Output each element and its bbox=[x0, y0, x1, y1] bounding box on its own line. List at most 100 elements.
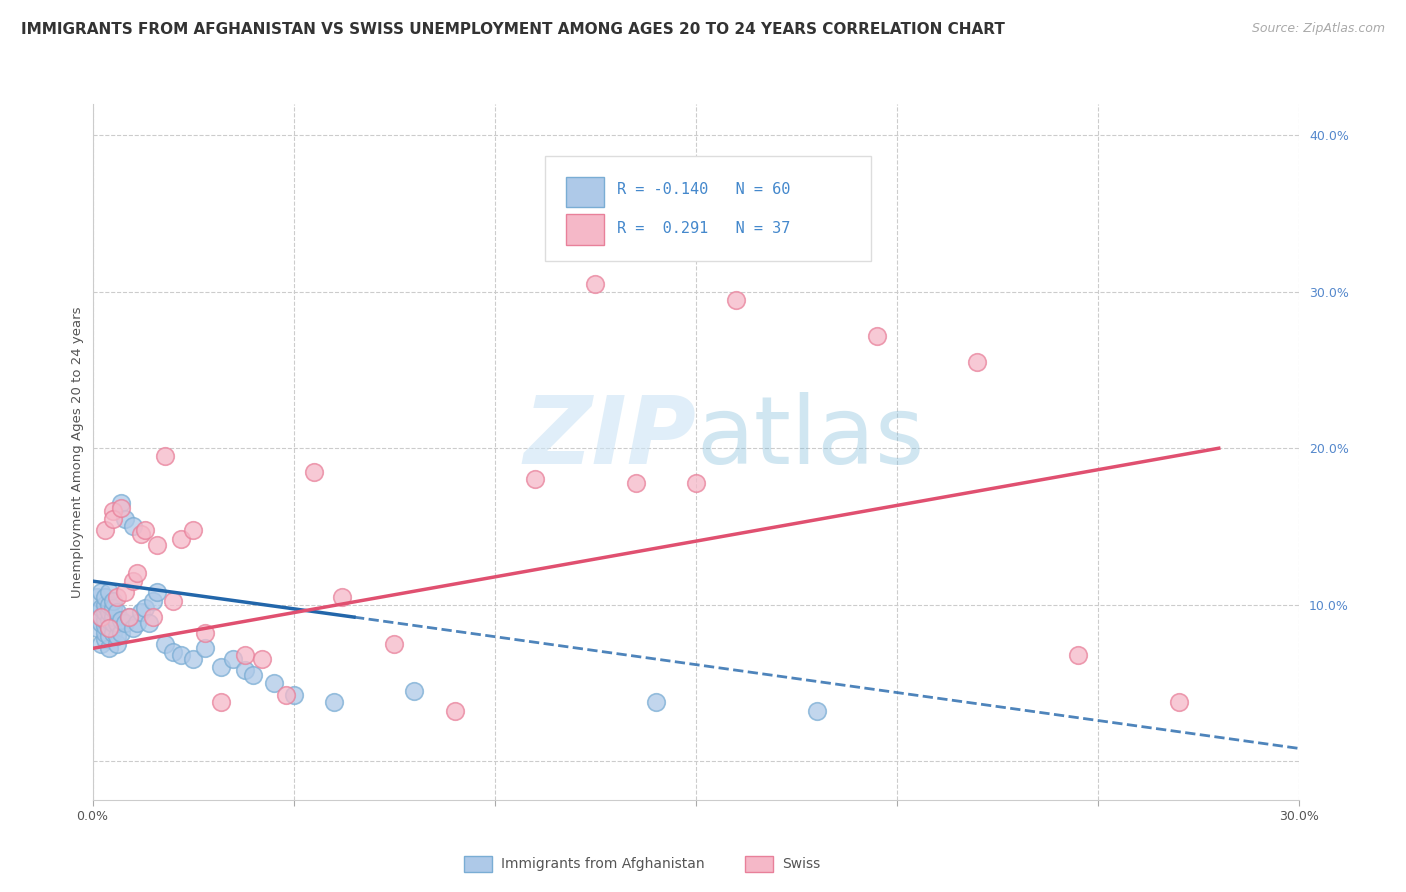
Point bbox=[134, 523, 156, 537]
Point bbox=[302, 465, 325, 479]
Point bbox=[806, 704, 828, 718]
Point bbox=[624, 475, 647, 490]
Text: Immigrants from Afghanistan: Immigrants from Afghanistan bbox=[501, 857, 704, 871]
Point bbox=[966, 355, 988, 369]
Point bbox=[170, 648, 193, 662]
FancyBboxPatch shape bbox=[546, 156, 870, 260]
Point bbox=[121, 519, 143, 533]
Point bbox=[153, 449, 176, 463]
Point bbox=[129, 606, 152, 620]
Point bbox=[101, 610, 124, 624]
Point bbox=[86, 621, 108, 635]
Point bbox=[118, 610, 141, 624]
Point bbox=[110, 500, 132, 515]
Point bbox=[583, 277, 606, 291]
Point bbox=[93, 625, 115, 640]
Point bbox=[118, 610, 141, 624]
Point bbox=[274, 688, 297, 702]
Point bbox=[101, 600, 124, 615]
Point bbox=[142, 610, 165, 624]
Point bbox=[114, 511, 136, 525]
Point bbox=[93, 590, 115, 604]
Point bbox=[194, 641, 217, 656]
Point bbox=[97, 641, 120, 656]
Point bbox=[97, 621, 120, 635]
Point bbox=[93, 598, 115, 612]
Point bbox=[134, 600, 156, 615]
Point bbox=[162, 644, 184, 658]
Point bbox=[105, 629, 128, 643]
Point bbox=[97, 613, 120, 627]
Text: atlas: atlas bbox=[696, 392, 924, 484]
Point bbox=[404, 683, 426, 698]
Text: IMMIGRANTS FROM AFGHANISTAN VS SWISS UNEMPLOYMENT AMONG AGES 20 TO 24 YEARS CORR: IMMIGRANTS FROM AFGHANISTAN VS SWISS UNE… bbox=[21, 22, 1005, 37]
Point bbox=[93, 619, 115, 633]
Point bbox=[125, 566, 148, 581]
Point bbox=[110, 496, 132, 510]
Point bbox=[121, 574, 143, 589]
Point bbox=[110, 625, 132, 640]
Point bbox=[105, 590, 128, 604]
Point bbox=[644, 694, 666, 708]
Point bbox=[146, 585, 169, 599]
Point bbox=[242, 668, 264, 682]
Point bbox=[114, 585, 136, 599]
Point bbox=[93, 632, 115, 646]
Point bbox=[322, 694, 344, 708]
Point bbox=[125, 616, 148, 631]
Point bbox=[181, 523, 204, 537]
Point bbox=[90, 637, 112, 651]
Point bbox=[90, 600, 112, 615]
Point bbox=[181, 652, 204, 666]
Text: Source: ZipAtlas.com: Source: ZipAtlas.com bbox=[1251, 22, 1385, 36]
Point bbox=[283, 688, 305, 702]
Text: Swiss: Swiss bbox=[782, 857, 820, 871]
Point bbox=[209, 694, 232, 708]
Point bbox=[97, 629, 120, 643]
Point bbox=[93, 606, 115, 620]
Point bbox=[101, 511, 124, 525]
Point bbox=[382, 637, 405, 651]
Point bbox=[250, 652, 273, 666]
Point bbox=[101, 594, 124, 608]
Point bbox=[1167, 694, 1189, 708]
Point bbox=[86, 590, 108, 604]
Point bbox=[1067, 648, 1090, 662]
Point bbox=[142, 594, 165, 608]
Point bbox=[105, 637, 128, 651]
Point bbox=[330, 590, 353, 604]
Point bbox=[170, 532, 193, 546]
Point bbox=[121, 621, 143, 635]
Point bbox=[209, 660, 232, 674]
Point bbox=[97, 598, 120, 612]
Point bbox=[110, 613, 132, 627]
Point bbox=[138, 616, 160, 631]
Point bbox=[101, 504, 124, 518]
Point bbox=[162, 594, 184, 608]
Point bbox=[263, 675, 285, 690]
Point bbox=[90, 610, 112, 624]
Point bbox=[86, 606, 108, 620]
Point bbox=[685, 475, 707, 490]
FancyBboxPatch shape bbox=[565, 177, 605, 207]
Text: R =  0.291   N = 37: R = 0.291 N = 37 bbox=[617, 220, 790, 235]
Point bbox=[97, 621, 120, 635]
Text: R = -0.140   N = 60: R = -0.140 N = 60 bbox=[617, 182, 790, 196]
Point bbox=[90, 585, 112, 599]
Point bbox=[524, 473, 547, 487]
Point bbox=[129, 527, 152, 541]
Y-axis label: Unemployment Among Ages 20 to 24 years: Unemployment Among Ages 20 to 24 years bbox=[72, 306, 84, 598]
Point bbox=[866, 328, 889, 343]
Point bbox=[93, 523, 115, 537]
Point bbox=[153, 637, 176, 651]
Point bbox=[146, 538, 169, 552]
Point bbox=[97, 606, 120, 620]
Point bbox=[443, 704, 465, 718]
Point bbox=[105, 606, 128, 620]
Point bbox=[90, 616, 112, 631]
Text: ZIP: ZIP bbox=[523, 392, 696, 484]
Point bbox=[90, 610, 112, 624]
Point bbox=[725, 293, 748, 307]
Point bbox=[105, 616, 128, 631]
Point bbox=[194, 625, 217, 640]
